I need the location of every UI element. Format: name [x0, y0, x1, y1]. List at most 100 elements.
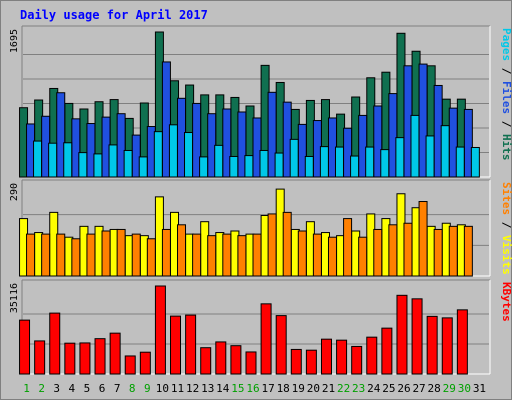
bar-files-day-25	[388, 93, 398, 178]
bar-files-day-24	[373, 105, 383, 178]
bar-pages-day-8	[138, 156, 148, 178]
bar-pages-day-6	[108, 144, 118, 178]
legend-entry: KBytes	[500, 282, 512, 322]
x-tick-label: 3	[53, 382, 60, 395]
bar-pages-day-10	[168, 124, 178, 178]
bar-sites-day-1	[26, 233, 36, 277]
bar-kbytes-day-7	[109, 332, 121, 375]
bar-kbytes-day-15	[230, 345, 242, 375]
x-tick-label: 27	[412, 382, 425, 395]
bar-sites-day-26	[403, 222, 413, 277]
bar-kbytes-day-2	[34, 340, 46, 375]
bar-kbytes-day-24	[366, 336, 378, 375]
x-tick-label: 10	[156, 382, 169, 395]
bar-sites-day-6	[101, 230, 111, 277]
bar-kbytes-day-30	[456, 309, 468, 375]
bar-kbytes-day-25	[381, 327, 393, 375]
bar-pages-day-17	[274, 152, 284, 178]
x-tick-label: 7	[114, 382, 121, 395]
bar-kbytes-day-11	[170, 315, 182, 375]
bar-kbytes-day-10	[154, 285, 166, 375]
panel-kb: 35116 KBytes	[9, 279, 512, 375]
x-tick-label: 15	[231, 382, 244, 395]
bar-pages-day-27	[425, 135, 435, 178]
bar-pages-day-24	[380, 149, 390, 178]
bar-sites-day-20	[312, 233, 322, 277]
bar-pages-day-5	[93, 153, 103, 178]
bar-sites-day-23	[358, 236, 368, 277]
bar-kbytes-day-9	[139, 351, 151, 375]
x-tick-label: 8	[129, 382, 136, 395]
x-tick-label: 1	[23, 382, 30, 395]
legend-entry: /	[500, 61, 512, 81]
x-tick-label: 26	[397, 382, 410, 395]
x-tick-label: 21	[322, 382, 335, 395]
bar-pages-day-23	[365, 146, 375, 178]
bar-sites-day-7	[116, 228, 126, 277]
x-tick-label: 17	[261, 382, 274, 395]
x-tick-label: 9	[144, 382, 151, 395]
bar-sites-day-22	[343, 218, 353, 277]
x-tick-label: 24	[367, 382, 381, 395]
legend-sv: Sites / Visits	[500, 182, 512, 275]
legend-entry: Files	[500, 81, 512, 114]
x-tick-label: 23	[352, 382, 365, 395]
bar-sites-day-10	[161, 228, 171, 277]
bar-sites-day-25	[388, 224, 398, 277]
bar-kbytes-day-27	[411, 298, 423, 375]
x-axis-day-labels: 1 2 3 4 5 6 7 8 9 10 11 12 13 14 15 16 17 18 19 20 21 22 23 24 2…	[23, 382, 486, 395]
bar-kbytes-day-6	[94, 338, 106, 375]
bar-kbytes-day-13	[200, 347, 212, 375]
bar-kbytes-day-5	[79, 342, 91, 375]
bar-pages-day-30	[470, 146, 480, 178]
bar-pages-day-18	[289, 138, 299, 178]
bar-sites-day-12	[192, 233, 202, 277]
bar-files-day-10	[161, 61, 171, 178]
bar-kbytes-day-14	[215, 341, 227, 375]
bar-pages-day-29	[455, 146, 465, 178]
x-tick-label: 31	[473, 382, 486, 395]
bar-kbytes-day-12	[185, 314, 197, 375]
x-tick-label: 2	[38, 382, 45, 395]
bar-kbytes-day-22	[336, 339, 348, 375]
bar-sites-day-19	[297, 230, 307, 277]
bar-pages-day-26	[410, 114, 420, 178]
bar-kbytes-day-8	[124, 355, 136, 375]
y-max-label-pfh: 1695	[9, 29, 20, 53]
bar-sites-day-9	[146, 238, 156, 277]
bar-pages-day-12	[199, 156, 209, 178]
bar-pages-day-9	[153, 131, 163, 178]
x-tick-label: 29	[443, 382, 456, 395]
bar-kbytes-day-28	[426, 315, 438, 375]
x-tick-label: 20	[307, 382, 320, 395]
legend-entry: Pages	[500, 28, 512, 61]
bar-pages-day-13	[214, 144, 224, 178]
legend-entry: Visits	[500, 235, 512, 275]
bar-sites-day-30	[463, 225, 473, 277]
bar-pages-day-21	[334, 146, 344, 178]
bar-kbytes-day-18	[275, 315, 287, 375]
bar-files-day-14	[222, 108, 232, 178]
bar-files-day-16	[252, 117, 262, 178]
bar-kbytes-day-3	[49, 312, 61, 375]
bar-pages-day-20	[319, 146, 329, 178]
y-max-label-kb: 35116	[9, 283, 20, 313]
bar-sites-day-24	[373, 228, 383, 277]
x-tick-label: 18	[277, 382, 290, 395]
bar-pages-day-14	[229, 155, 239, 178]
bar-pages-day-28	[440, 125, 450, 178]
bar-pages-day-25	[395, 137, 405, 178]
bar-files-day-5	[86, 123, 96, 178]
bar-sites-day-21	[327, 236, 337, 277]
x-tick-label: 19	[292, 382, 305, 395]
bar-files-day-30	[463, 108, 473, 178]
legend-entry: Sites	[500, 182, 512, 215]
bar-files-day-3	[56, 92, 66, 178]
legend-kb: KBytes	[500, 282, 512, 322]
bar-sites-day-3	[56, 233, 66, 277]
x-tick-label: 25	[382, 382, 395, 395]
bar-kbytes-day-17	[260, 303, 272, 375]
bar-kbytes-day-23	[351, 345, 363, 375]
bar-sites-day-5	[86, 233, 96, 277]
y-max-label-sv: 290	[9, 183, 20, 201]
